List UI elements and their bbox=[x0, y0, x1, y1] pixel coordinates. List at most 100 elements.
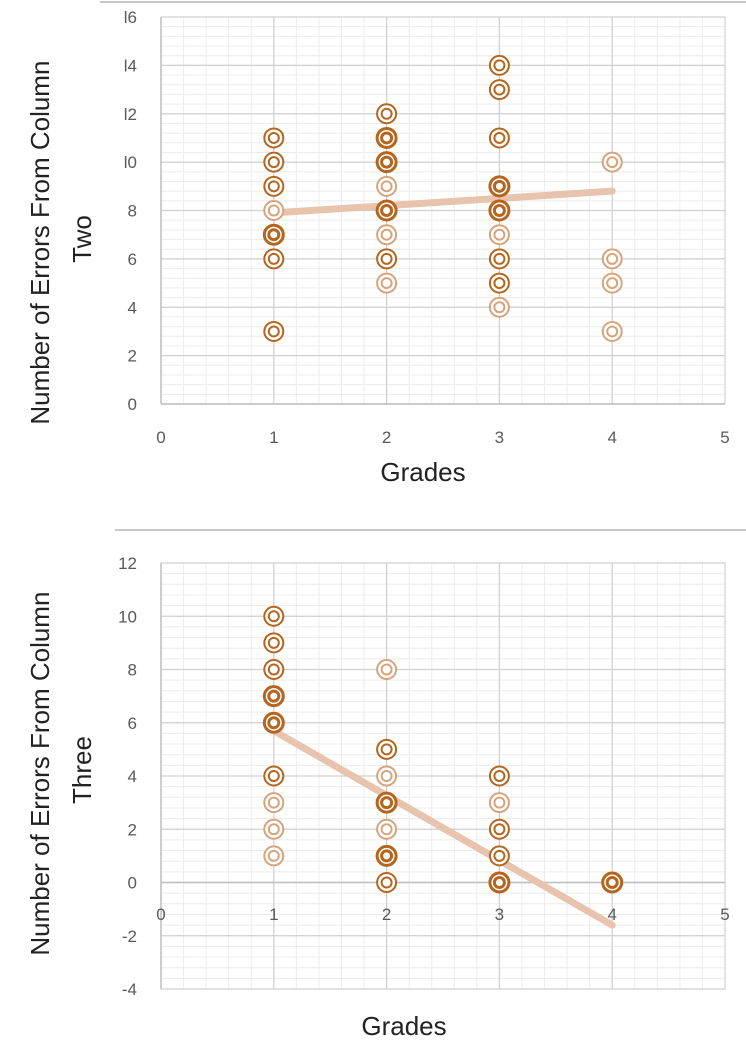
data-point-outer-ring bbox=[376, 224, 398, 246]
data-point-outer-ring bbox=[488, 792, 510, 814]
data-point bbox=[263, 151, 285, 173]
data-point-inner-ring bbox=[493, 849, 506, 862]
y-tick-label: 2 bbox=[128, 347, 137, 366]
data-point bbox=[488, 296, 510, 318]
y-tick-label: 0 bbox=[128, 874, 137, 893]
x-tick-label: 0 bbox=[156, 428, 165, 447]
data-point bbox=[375, 126, 398, 149]
data-point bbox=[601, 272, 623, 294]
data-point-outer-ring bbox=[601, 871, 624, 894]
data-point-outer-ring bbox=[375, 151, 398, 174]
data-point bbox=[488, 792, 510, 814]
data-point bbox=[375, 844, 398, 867]
y-tick-label: l6 bbox=[124, 8, 137, 27]
y-axis-title: Number of Errors From Column Two bbox=[25, 53, 97, 424]
data-point bbox=[488, 224, 510, 246]
data-point-inner-ring bbox=[493, 277, 506, 290]
data-point-inner-ring bbox=[606, 325, 619, 338]
data-point-inner-ring bbox=[380, 796, 394, 810]
data-point-outer-ring bbox=[262, 685, 285, 708]
data-point bbox=[488, 248, 510, 270]
data-point bbox=[488, 765, 510, 787]
data-point-inner-ring bbox=[267, 796, 280, 809]
data-point-outer-ring bbox=[376, 175, 398, 197]
data-point bbox=[488, 54, 510, 76]
data-point-outer-ring bbox=[488, 248, 510, 270]
data-point bbox=[376, 765, 398, 787]
data-point bbox=[263, 320, 285, 342]
x-tick-label: 0 bbox=[156, 905, 165, 924]
data-point-inner-ring bbox=[380, 131, 394, 145]
data-point-inner-ring bbox=[493, 228, 506, 241]
data-point-outer-ring bbox=[488, 127, 510, 149]
data-point-inner-ring bbox=[380, 228, 393, 241]
x-tick-label: 1 bbox=[269, 428, 278, 447]
y-tick-labels: 0 2 4 6 8 l0 l2 l4 l6 bbox=[124, 8, 137, 414]
data-point-outer-ring bbox=[376, 103, 398, 125]
y-axis-title-line-1: Number of Errors From Column bbox=[25, 592, 55, 956]
data-point-outer-ring bbox=[488, 296, 510, 318]
y-axis-title: Number of Errors From Column Three bbox=[25, 584, 97, 955]
data-point-inner-ring bbox=[267, 325, 280, 338]
data-point-inner-ring bbox=[493, 823, 506, 836]
data-point bbox=[262, 711, 285, 734]
data-point-inner-ring bbox=[380, 277, 393, 290]
data-point bbox=[263, 818, 285, 840]
data-point-inner-ring bbox=[493, 83, 506, 96]
data-point-outer-ring bbox=[263, 765, 285, 787]
data-point bbox=[488, 199, 511, 222]
data-point-inner-ring bbox=[267, 716, 281, 730]
data-point-outer-ring bbox=[601, 151, 623, 173]
y-axis-title-line-2: Three bbox=[67, 736, 97, 804]
data-point-outer-ring bbox=[488, 175, 511, 198]
x-tick-label: 3 bbox=[495, 905, 504, 924]
data-point-inner-ring bbox=[267, 252, 280, 265]
y-tick-label: l2 bbox=[124, 105, 137, 124]
data-point-outer-ring bbox=[488, 871, 511, 894]
y-tick-label: 12 bbox=[118, 554, 137, 573]
trendline-group bbox=[270, 727, 616, 929]
data-point-outer-ring bbox=[376, 765, 398, 787]
trendline bbox=[270, 727, 616, 929]
data-point-inner-ring bbox=[267, 610, 280, 623]
data-point-inner-ring bbox=[267, 770, 280, 782]
data-point-inner-ring bbox=[606, 277, 619, 290]
data-point-outer-ring bbox=[488, 54, 510, 76]
x-tick-labels: 0 1 2 3 4 5 bbox=[156, 428, 729, 447]
data-point-outer-ring bbox=[376, 272, 398, 294]
data-point-inner-ring bbox=[267, 204, 280, 217]
data-point bbox=[488, 127, 510, 149]
data-point-inner-ring bbox=[380, 252, 393, 265]
data-point bbox=[488, 871, 511, 894]
y-tick-labels: -4 -2 0 2 4 6 8 10 12 bbox=[118, 554, 137, 999]
data-point bbox=[601, 871, 624, 894]
data-point bbox=[601, 320, 623, 342]
y-tick-label: 6 bbox=[128, 250, 137, 269]
data-point-inner-ring bbox=[605, 876, 619, 889]
y-tick-label: 2 bbox=[128, 820, 137, 839]
data-point-inner-ring bbox=[267, 823, 280, 836]
data-point bbox=[376, 659, 398, 680]
data-point bbox=[376, 248, 398, 270]
data-point-inner-ring bbox=[493, 252, 506, 265]
data-point-outer-ring bbox=[263, 605, 285, 627]
data-point-inner-ring bbox=[493, 59, 506, 72]
data-point-outer-ring bbox=[263, 320, 285, 342]
data-point-outer-ring bbox=[601, 272, 623, 294]
data-point-inner-ring bbox=[493, 131, 506, 144]
data-point-outer-ring bbox=[488, 272, 510, 294]
data-point bbox=[263, 792, 285, 814]
data-point bbox=[262, 685, 285, 708]
data-point-outer-ring bbox=[375, 199, 398, 222]
x-tick-label: 3 bbox=[495, 428, 504, 447]
data-point bbox=[376, 224, 398, 246]
data-point bbox=[263, 605, 285, 627]
y-tick-label: -4 bbox=[122, 980, 137, 999]
data-point-outer-ring bbox=[263, 659, 285, 680]
data-point-inner-ring bbox=[493, 796, 506, 809]
data-point-outer-ring bbox=[375, 844, 398, 867]
data-point bbox=[376, 872, 398, 893]
x-tick-label: 4 bbox=[607, 428, 616, 447]
y-axis-title-line-2: Two bbox=[67, 215, 97, 263]
